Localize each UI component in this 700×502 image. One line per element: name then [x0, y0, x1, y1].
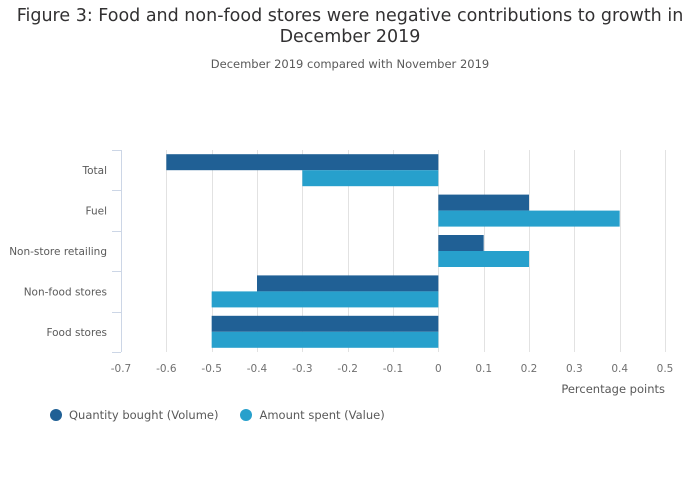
x-axis-ticks: -0.7 -0.6 -0.5 -0.4 -0.3 -0.2 -0.1 0 0.1 0.2 0.3 0.…: [111, 363, 674, 375]
x-tick-label: 0.2: [521, 363, 538, 375]
bar-volume-non-food-stores[interactable]: [257, 275, 439, 292]
legend-marker-volume: [50, 409, 62, 421]
legend-label-volume: Quantity bought (Volume): [69, 408, 219, 422]
bar-volume-food-stores[interactable]: [211, 315, 439, 332]
x-tick-label: -0.2: [337, 363, 358, 375]
legend-item-volume[interactable]: Quantity bought (Volume): [50, 408, 218, 422]
legend-item-value[interactable]: Amount spent (Value): [240, 408, 385, 422]
x-axis-title: Percentage points: [561, 382, 665, 396]
bar-volume-total[interactable]: [166, 154, 439, 171]
legend-label-value: Amount spent (Value): [259, 408, 385, 422]
bar-volume-fuel[interactable]: [438, 194, 529, 211]
bar-value-food-stores[interactable]: [211, 331, 439, 348]
x-tick-label: -0.5: [201, 363, 222, 375]
x-tick-label: 0.5: [657, 363, 674, 375]
legend: Quantity bought (Volume) Amount spent (V…: [50, 408, 407, 422]
bar-value-non-food-stores[interactable]: [211, 291, 439, 308]
category-label: Non-food stores: [24, 286, 107, 298]
x-tick-label: 0.1: [475, 363, 492, 375]
chart-subtitle: December 2019 compared with November 201…: [210, 57, 490, 71]
x-tick-label: 0.4: [611, 363, 628, 375]
bar-value-non-store-retailing[interactable]: [438, 251, 529, 267]
x-tick-label: -0.1: [383, 363, 404, 375]
x-tick-label: 0.3: [566, 363, 583, 375]
category-label: Total: [81, 165, 107, 177]
chart-title: Figure 3: Food and non-food stores were …: [16, 6, 684, 47]
x-tick-label: 0: [435, 363, 442, 375]
x-tick-label: -0.6: [156, 363, 177, 375]
bar-volume-non-store-retailing[interactable]: [438, 235, 484, 251]
x-tick-label: -0.7: [111, 363, 132, 375]
category-label: Food stores: [46, 327, 107, 339]
bar-value-total[interactable]: [302, 170, 439, 187]
legend-marker-value: [240, 409, 253, 421]
bar-value-fuel[interactable]: [438, 210, 620, 227]
x-tick-label: -0.4: [247, 363, 268, 375]
bars: [166, 154, 620, 348]
category-label: Non-store retailing: [9, 246, 107, 258]
x-tick-label: -0.3: [292, 363, 313, 375]
category-label: Fuel: [86, 206, 108, 218]
category-axis: Total Fuel Non-store retailing Non-food sto…: [9, 150, 122, 353]
